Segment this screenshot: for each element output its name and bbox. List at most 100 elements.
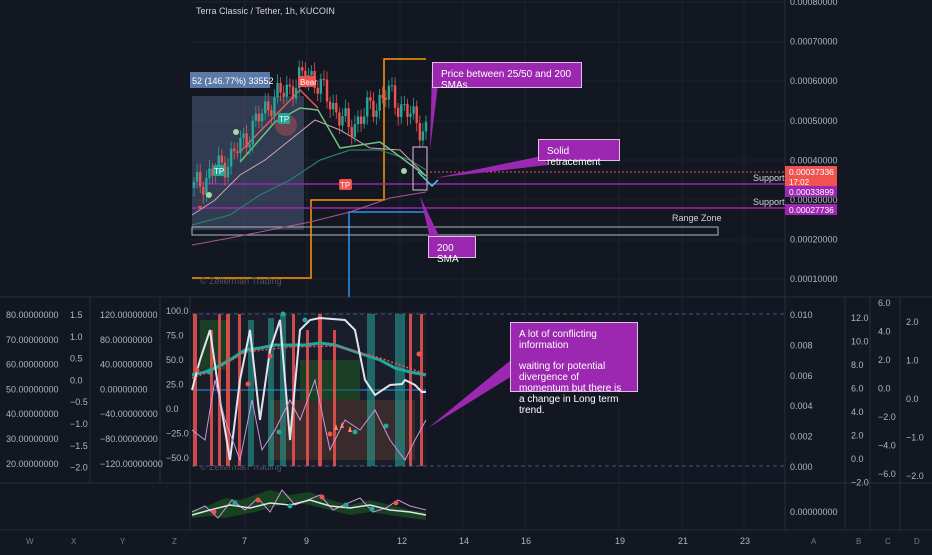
note-conflicting-body: waiting for potential divergence of mome… <box>519 361 622 416</box>
candle-body <box>205 178 208 195</box>
osc-axis-right-tick: 0.000 <box>790 462 813 472</box>
candle-body <box>294 88 298 99</box>
candle-body <box>375 110 378 117</box>
candle-body <box>362 116 366 124</box>
watermark-main: © Zeiierman Trading <box>200 276 282 286</box>
price-axis[interactable]: 0.00080000 0.00070000 0.00060000 0.00050000… <box>790 0 838 284</box>
scale-letter-b[interactable]: B <box>856 537 861 546</box>
countdown-value: 17:02 <box>789 178 810 187</box>
candle-body <box>344 108 347 117</box>
bear-signal-label: Bear <box>300 78 317 87</box>
note-price-between-text: Price between 25/50 and 200 SMAs <box>441 69 572 91</box>
left-scale-3-tick: 0.00000000 <box>100 384 148 394</box>
note-conflicting[interactable]: A lot of conflicting information waiting… <box>510 322 638 416</box>
projection-arrow <box>417 171 439 188</box>
left-scale-3[interactable]: 120.00000000 80.00000000 40.00000000 0.0000… <box>100 310 163 469</box>
bear-signal[interactable] <box>298 76 316 87</box>
current-price-value: 0.00037336 <box>789 167 834 177</box>
tp-signal-2[interactable] <box>278 113 290 124</box>
tp-signal-2-label: TP <box>279 115 289 124</box>
candle-body <box>387 85 391 100</box>
oscillator-scale-d[interactable]: 2.0 1.0 0.0 −1.0 −2.0 <box>906 317 924 481</box>
price-axis-tick: 0.00030000 <box>790 195 838 205</box>
price-axis-tick: 0.00060000 <box>790 76 838 86</box>
range-zone-label: Range Zone <box>672 213 722 223</box>
candle-body <box>208 168 211 179</box>
candle-body <box>192 181 196 188</box>
osc-scale-c-tick: 0.0 <box>878 384 891 394</box>
osc-scale-d-tick: 1.0 <box>906 356 919 366</box>
time-axis-label: 9 <box>304 536 309 546</box>
osc-axis-right-tick: 0.004 <box>790 401 813 411</box>
range-zone-box[interactable] <box>191 226 719 236</box>
candle-body <box>347 108 350 128</box>
left-scale-2-tick: −2.0 <box>70 463 88 473</box>
scale-letter-y[interactable]: Y <box>120 537 126 546</box>
scale-letter-c[interactable]: C <box>885 537 891 546</box>
candle-body <box>226 166 230 178</box>
price-axis-tick: 0.00070000 <box>790 37 838 47</box>
price-axis-tick: 0.00020000 <box>790 235 838 245</box>
tp-signal-3-label: TP <box>340 181 350 190</box>
candle-body <box>341 116 344 126</box>
candle-body <box>254 113 258 121</box>
oscillator-right-axis[interactable]: 0.010 0.008 0.006 0.004 0.002 0.000 <box>790 310 813 472</box>
osc-inner-scale-tick: −25.0 <box>166 429 189 439</box>
price-axis-tick: 0.00050000 <box>790 116 838 126</box>
oscillator-scale-c[interactable]: 6.0 4.0 2.0 0.0 −2.0 −4.0 −6.0 <box>878 298 896 479</box>
candle-body <box>245 133 248 148</box>
price-selection-box[interactable] <box>412 146 428 191</box>
left-scale-2-tick: −1.5 <box>70 441 88 451</box>
scale-letter-a[interactable]: A <box>811 537 817 546</box>
candle-body <box>412 106 415 114</box>
scale-letter-x[interactable]: X <box>71 537 77 546</box>
tp-signal-1[interactable] <box>213 165 225 176</box>
left-scale-1[interactable]: 80.00000000 70.00000000 60.00000000 50.0000… <box>6 310 59 469</box>
osc-axis-right-tick: 0.008 <box>790 340 813 350</box>
orange-step-line <box>192 58 426 279</box>
osc-scale-d-tick: −1.0 <box>906 433 924 443</box>
candle-body <box>353 124 357 138</box>
note-solid-retracement[interactable]: Solid retracement <box>538 139 620 168</box>
osc-scale-b-tick: 10.0 <box>851 337 869 347</box>
trend-green-line <box>239 107 427 177</box>
left-scale-3-tick: 120.00000000 <box>100 310 158 320</box>
sma-200-line <box>191 191 427 246</box>
oscillator-scale-b[interactable]: 12.0 10.0 8.0 6.0 4.0 2.0 0.0 −2.0 <box>851 313 869 488</box>
note-200-sma-text: 200 SMA <box>437 243 459 265</box>
left-scale-1-tick: 40.00000000 <box>6 409 59 419</box>
scale-letter-d[interactable]: D <box>914 537 920 546</box>
candle-body <box>248 144 251 148</box>
candle-body <box>236 151 239 154</box>
note-price-between[interactable]: Price between 25/50 and 200 SMAs <box>432 62 582 91</box>
candle-body <box>403 104 406 106</box>
note-200-sma[interactable]: 200 SMA <box>428 236 476 265</box>
candle-body <box>198 171 202 187</box>
candle-body <box>267 101 270 111</box>
scale-letter-z[interactable]: Z <box>172 537 177 546</box>
left-scale-2[interactable]: 1.5 1.0 0.5 0.0 −0.5 −1.0 −1.5 −2.0 <box>70 310 88 473</box>
candle-body <box>251 120 254 145</box>
candle-body <box>233 148 236 152</box>
support-2-price-tag <box>785 204 837 215</box>
candle-body <box>217 155 220 171</box>
candle-body <box>359 116 363 124</box>
osc-scale-b-tick: 4.0 <box>851 407 864 417</box>
candle-body <box>350 127 353 138</box>
candle-body <box>406 104 409 117</box>
candle-body <box>372 100 375 117</box>
callout-pointer-1 <box>430 68 440 150</box>
time-axis-label: 19 <box>615 536 625 546</box>
candle-body <box>415 106 418 123</box>
tp-signal-3[interactable] <box>339 179 352 190</box>
scale-letter-w[interactable]: W <box>26 537 34 546</box>
time-axis[interactable]: 7 9 12 14 16 19 21 23 <box>242 536 750 546</box>
osc-axis-right-tick: 0.002 <box>790 432 813 442</box>
support-label-1: Support <box>753 173 785 183</box>
candle-body <box>239 137 242 154</box>
time-axis-label: 23 <box>740 536 750 546</box>
left-scale-1-tick: 20.00000000 <box>6 459 59 469</box>
scale-letters: W X Y Z A B C D <box>26 537 920 546</box>
candle-body <box>270 110 273 116</box>
time-axis-label: 7 <box>242 536 247 546</box>
